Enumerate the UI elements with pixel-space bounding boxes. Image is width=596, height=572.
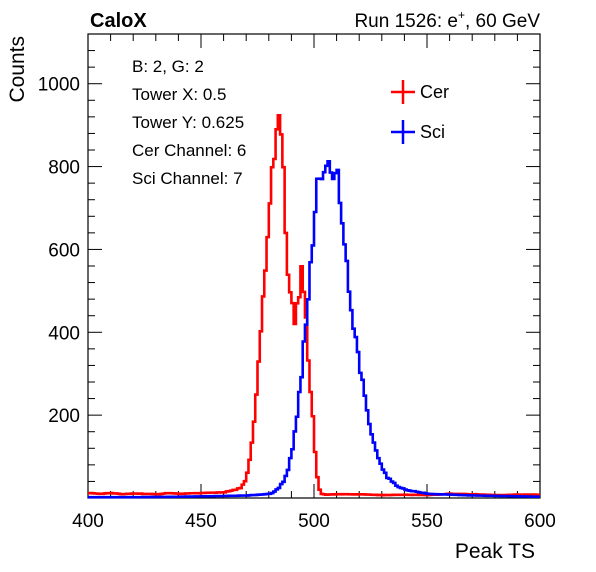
y-tick-label: 400 — [48, 323, 80, 344]
x-axis-label: Peak TS — [455, 540, 535, 563]
title-superscript: + — [458, 8, 465, 22]
legend-label-sci: Sci — [420, 122, 445, 142]
x-tick-label: 600 — [524, 511, 556, 532]
x-tick-label: 550 — [411, 511, 443, 532]
chart-title-left: CaloX — [90, 10, 147, 32]
info-line: Sci Channel: 7 — [132, 169, 243, 188]
legend-label-cer: Cer — [420, 82, 449, 102]
info-line: B: 2, G: 2 — [132, 57, 204, 76]
x-tick-label: 400 — [72, 511, 104, 532]
series-line-sci — [88, 160, 540, 499]
y-tick-label: 1000 — [38, 75, 80, 96]
legend: Cer Sci — [391, 80, 449, 144]
info-line: Tower Y: 0.625 — [132, 113, 244, 132]
info-line: Cer Channel: 6 — [132, 141, 246, 160]
y-axis-label: Counts — [6, 36, 29, 103]
x-tick-label: 450 — [185, 511, 217, 532]
chart-title-right: Run 1526: e+, 60 GeV — [354, 8, 540, 32]
info-line: Tower X: 0.5 — [132, 85, 227, 104]
y-tick-label: 800 — [48, 158, 80, 179]
title-suffix: , 60 GeV — [465, 11, 540, 32]
y-tick-label: 200 — [48, 406, 80, 427]
info-box: B: 2, G: 2 Tower X: 0.5 Tower Y: 0.625 C… — [132, 57, 246, 188]
x-tick-label: 500 — [298, 511, 330, 532]
y-tick-label: 600 — [48, 240, 80, 261]
